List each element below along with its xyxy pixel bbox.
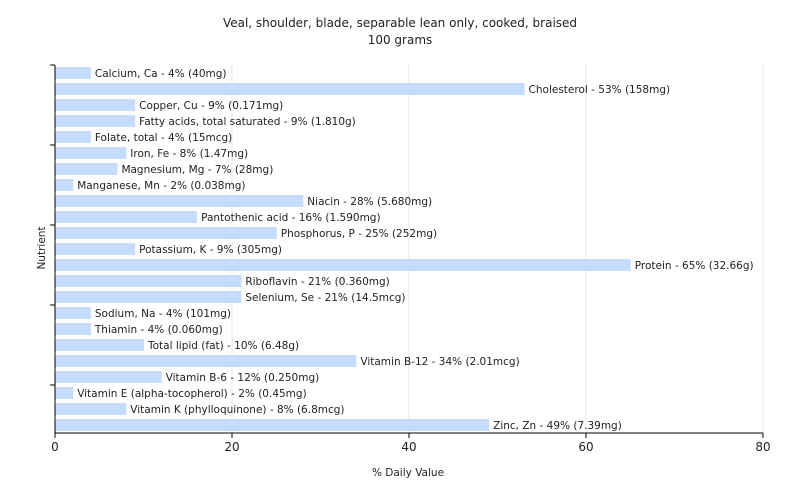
bar bbox=[55, 275, 242, 287]
bar bbox=[55, 355, 357, 367]
bar bbox=[55, 131, 91, 143]
bar bbox=[55, 211, 198, 223]
bars-group: Calcium, Ca - 4% (40mg) Cholesterol - 53%… bbox=[55, 67, 754, 432]
x-tick-label: 20 bbox=[224, 440, 239, 454]
bar bbox=[55, 243, 136, 255]
bar-label: Vitamin E (alpha-tocopherol) - 2% (0.45m… bbox=[77, 388, 307, 400]
bar-label: Copper, Cu - 9% (0.171mg) bbox=[139, 100, 283, 112]
bar bbox=[55, 371, 162, 383]
bar bbox=[55, 307, 91, 319]
bar-label: Calcium, Ca - 4% (40mg) bbox=[95, 68, 227, 80]
x-tick-labels: 0 20 40 60 80 bbox=[51, 433, 771, 454]
bar-label: Potassium, K - 9% (305mg) bbox=[139, 244, 282, 256]
bar bbox=[55, 419, 490, 431]
bar bbox=[55, 67, 91, 79]
bar-label: Zinc, Zn - 49% (7.39mg) bbox=[493, 420, 622, 432]
chart-subtitle: 100 grams bbox=[368, 33, 433, 47]
bar bbox=[55, 227, 277, 239]
bar-label: Magnesium, Mg - 7% (28mg) bbox=[121, 164, 273, 176]
x-tick-label: 40 bbox=[401, 440, 416, 454]
bar-label: Vitamin K (phylloquinone) - 8% (6.8mcg) bbox=[130, 404, 344, 416]
x-tick-label: 0 bbox=[51, 440, 59, 454]
bar-label: Sodium, Na - 4% (101mg) bbox=[95, 308, 231, 320]
bar-label: Cholesterol - 53% (158mg) bbox=[529, 84, 671, 96]
bar bbox=[55, 147, 127, 159]
bar-label: Niacin - 28% (5.680mg) bbox=[307, 196, 432, 208]
y-axis-label: Nutrient bbox=[36, 226, 48, 269]
bar bbox=[55, 259, 631, 271]
bar-label: Folate, total - 4% (15mcg) bbox=[95, 132, 232, 144]
x-axis-label: % Daily Value bbox=[372, 467, 444, 479]
bar-label: Riboflavin - 21% (0.360mg) bbox=[245, 276, 389, 288]
bar bbox=[55, 163, 118, 175]
bar-label: Total lipid (fat) - 10% (6.48g) bbox=[147, 340, 299, 352]
bar-label: Protein - 65% (32.66g) bbox=[635, 260, 754, 272]
bar bbox=[55, 99, 136, 111]
chart-title: Veal, shoulder, blade, separable lean on… bbox=[223, 16, 577, 30]
bar bbox=[55, 387, 74, 399]
bar-label: Selenium, Se - 21% (14.5mcg) bbox=[245, 292, 405, 304]
x-tick-label: 60 bbox=[578, 440, 593, 454]
bar bbox=[55, 291, 242, 303]
bar-label: Pantothenic acid - 16% (1.590mg) bbox=[201, 212, 380, 224]
bar-label: Thiamin - 4% (0.060mg) bbox=[94, 324, 223, 336]
bar bbox=[55, 179, 74, 191]
x-tick-label: 80 bbox=[755, 440, 770, 454]
bar bbox=[55, 115, 136, 127]
bar-label: Fatty acids, total saturated - 9% (1.810… bbox=[139, 116, 356, 128]
bar bbox=[55, 83, 525, 95]
bar-label: Vitamin B-6 - 12% (0.250mg) bbox=[166, 372, 320, 384]
bar-label: Iron, Fe - 8% (1.47mg) bbox=[130, 148, 248, 160]
bar-label: Manganese, Mn - 2% (0.038mg) bbox=[77, 180, 245, 192]
bar bbox=[55, 403, 127, 415]
gridlines bbox=[231, 65, 764, 433]
bar-label: Phosphorus, P - 25% (252mg) bbox=[281, 228, 437, 240]
bar bbox=[55, 339, 144, 351]
bar-label: Vitamin B-12 - 34% (2.01mcg) bbox=[360, 356, 519, 368]
bar bbox=[55, 195, 304, 207]
bar bbox=[55, 323, 91, 335]
